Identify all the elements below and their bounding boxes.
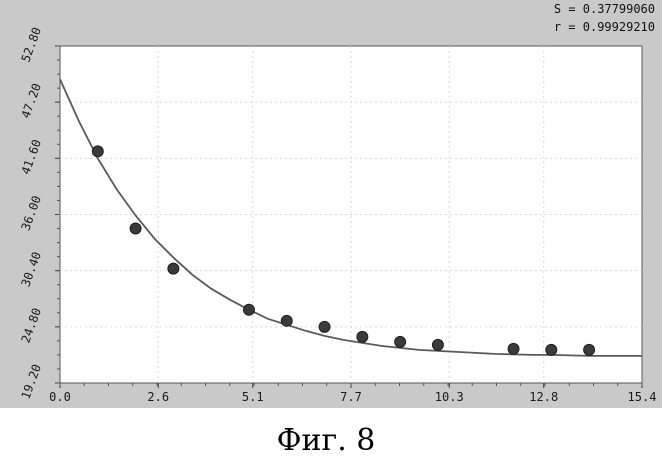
x-tick-label: 12.8 [529, 390, 558, 404]
data-point [243, 304, 254, 315]
data-point [319, 321, 330, 332]
data-point [130, 223, 141, 234]
data-point [432, 339, 443, 350]
x-tick-label: 2.6 [147, 390, 169, 404]
data-point [168, 263, 179, 274]
data-point [92, 146, 103, 157]
x-tick-label: 0.0 [49, 390, 71, 404]
data-point [584, 344, 595, 355]
x-tick-label: 5.1 [242, 390, 264, 404]
stat-r-value: r = 0.99929210 [554, 20, 655, 34]
data-point [357, 331, 368, 342]
x-tick-label: 10.3 [435, 390, 464, 404]
x-tick-label: 15.4 [628, 390, 657, 404]
data-point [395, 336, 406, 347]
data-point [281, 315, 292, 326]
figure-caption: Фиг. 8 [277, 423, 376, 456]
data-point [546, 344, 557, 355]
x-tick-label: 7.7 [340, 390, 362, 404]
data-point [508, 343, 519, 354]
stat-s-value: S = 0.37799060 [554, 2, 655, 16]
